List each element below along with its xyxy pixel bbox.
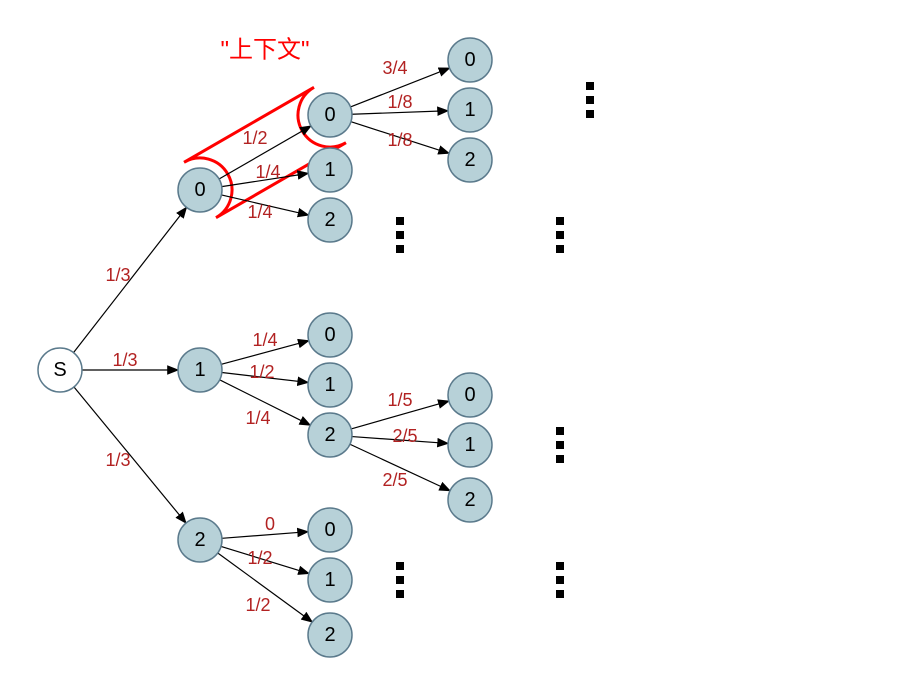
ellipsis-icon [396,562,404,598]
node-label: 1 [464,434,475,456]
node-label: S [53,359,66,381]
node-label: 2 [464,489,475,511]
node-label: 1 [464,99,475,121]
node-label: 2 [194,529,205,551]
edge-probability-label: 2/5 [392,426,417,446]
edge-probability-label: 1/2 [247,548,272,568]
ellipsis-icon [556,217,564,253]
edge-probability-label: 1/8 [387,130,412,150]
edge-probability-label: 1/4 [245,408,270,428]
edge-probability-label: 1/3 [105,450,130,470]
edge-probability-label: 2/5 [382,470,407,490]
node-label: 0 [324,519,335,541]
edge-probability-label: 1/5 [387,390,412,410]
edge-probability-label: 1/2 [249,362,274,382]
edge-probability-label: 1/4 [255,162,280,182]
ellipsis-icon [586,82,594,118]
node-label: 0 [324,104,335,126]
node-label: 1 [324,159,335,181]
edge-probability-label: 0 [265,514,275,534]
edge-probability-label: 1/4 [247,202,272,222]
node-label: 2 [324,624,335,646]
edge-probability-label: 1/3 [112,350,137,370]
node-label: 0 [464,49,475,71]
edge-probability-label: 1/2 [242,128,267,148]
context-annotation: "上下文" [220,37,309,64]
node-label: 0 [324,324,335,346]
node-label: 1 [324,374,335,396]
node-label: 0 [464,384,475,406]
edge-probability-label: 1/2 [245,595,270,615]
node-label: 1 [194,359,205,381]
edge-probability-label: 1/4 [252,330,277,350]
tree-diagram: 1/3 1/3 1/3 1/2 1/4 1/4 1/4 1/2 1/4 0 1/2 1/2 3/4 1/8… [0,0,920,690]
edge-probability-label: 1/3 [105,265,130,285]
ellipsis-icon [556,427,564,463]
edge-probability-label: 1/8 [387,92,412,112]
node-label: 2 [464,149,475,171]
node-label: 2 [324,424,335,446]
ellipsis-icon [556,562,564,598]
edge-probability-label: 3/4 [382,58,407,78]
node-label: 0 [194,179,205,201]
node-label: 1 [324,569,335,591]
node-label: 2 [324,209,335,231]
ellipsis-icon [396,217,404,253]
